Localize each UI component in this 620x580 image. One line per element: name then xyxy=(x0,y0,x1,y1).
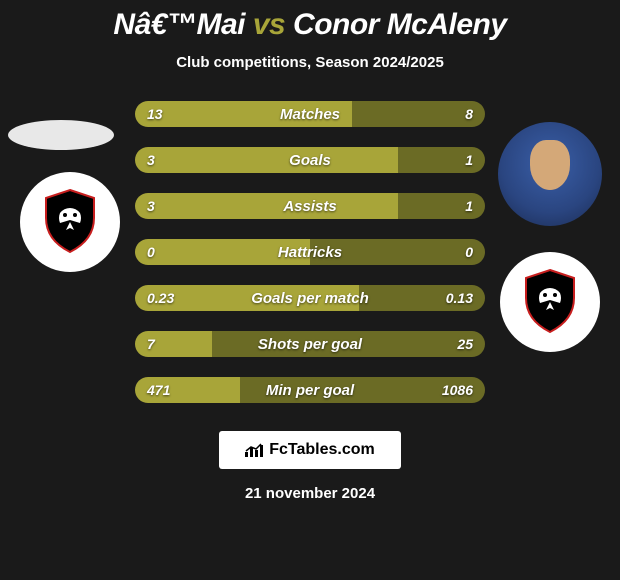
stat-value-right: 1086 xyxy=(442,382,473,398)
date-text: 21 november 2024 xyxy=(245,485,375,502)
stat-label: Goals xyxy=(289,152,331,169)
stats-list: 13Matches83Goals13Assists10Hattricks00.2… xyxy=(135,101,485,403)
stat-value-right: 0 xyxy=(465,244,473,260)
stat-bar-left xyxy=(135,147,398,173)
stat-label: Min per goal xyxy=(266,382,354,399)
stat-row: 0.23 Goals per match 0.13 xyxy=(135,285,485,311)
stat-row: 471 Min per goal 1086 xyxy=(135,377,485,403)
stat-row: 3 Goals 1 xyxy=(135,147,485,173)
stat-value-left: 7 xyxy=(147,336,155,352)
stat-value-left: 3 xyxy=(147,152,155,168)
chart-icon xyxy=(245,443,263,457)
stat-value-right: 1 xyxy=(465,198,473,214)
stat-label: Matches xyxy=(280,106,340,123)
stat-label: Shots per goal xyxy=(258,336,362,353)
player1-name: Nâ€™Mai xyxy=(113,8,245,41)
subtitle: Club competitions, Season 2024/2025 xyxy=(176,54,444,71)
stat-value-left: 0.23 xyxy=(147,290,174,306)
footer: FcTables.com 21 november 2024 xyxy=(219,431,401,502)
comparison-title: Nâ€™Mai vs Conor McAleny xyxy=(113,8,506,42)
stat-value-left: 0 xyxy=(147,244,155,260)
stat-label: Goals per match xyxy=(251,290,369,307)
stat-value-right: 0.13 xyxy=(446,290,473,306)
stat-bar-left xyxy=(135,193,398,219)
brand-text: FcTables.com xyxy=(269,441,375,459)
stat-row: 7 Shots per goal 25 xyxy=(135,331,485,357)
stat-value-right: 1 xyxy=(465,152,473,168)
stat-value-right: 25 xyxy=(457,336,473,352)
stat-value-left: 471 xyxy=(147,382,170,398)
stat-value-left: 3 xyxy=(147,198,155,214)
stat-value-right: 8 xyxy=(465,106,473,122)
stat-row: 13 Matches 8 xyxy=(135,101,485,127)
stat-row: 0 Hattricks 0 xyxy=(135,239,485,265)
stat-value-left: 13 xyxy=(147,106,163,122)
stat-label: Assists xyxy=(283,198,336,215)
stat-label: Hattricks xyxy=(278,244,342,261)
vs-text: vs xyxy=(253,8,285,41)
player2-name: Conor McAleny xyxy=(293,8,507,41)
stat-row: 3 Assists 1 xyxy=(135,193,485,219)
brand-badge: FcTables.com xyxy=(219,431,401,469)
stats-area: 13Matches83Goals13Assists10Hattricks00.2… xyxy=(0,101,620,403)
